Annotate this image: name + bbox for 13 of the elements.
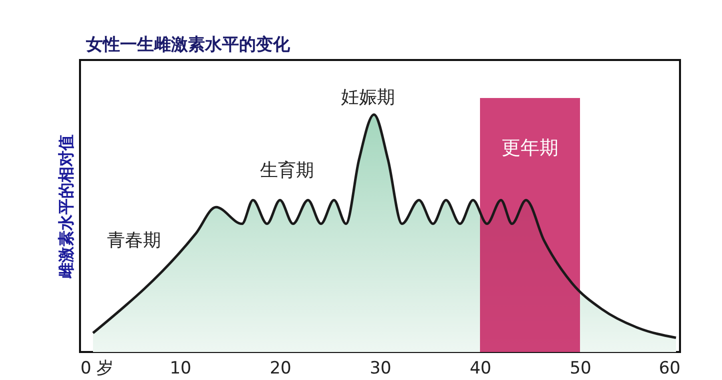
- x-tick-label: 50: [570, 358, 592, 378]
- annotation: 生育期: [260, 160, 314, 181]
- chart-title: 女性一生雌激素水平的变化: [85, 35, 291, 55]
- annotation: 青春期: [107, 230, 161, 252]
- x-tick-label: 20: [270, 358, 292, 378]
- x-tick-label: 60: [658, 358, 680, 378]
- band-label: 更年期: [502, 137, 558, 159]
- x-tick-label: 30: [370, 358, 392, 378]
- y-axis-title: 雌激素水平的相对值: [56, 134, 76, 280]
- text: 妊娠期: [341, 86, 395, 108]
- x-tick-label: 40: [470, 358, 492, 378]
- x-tick-label: 0 岁: [80, 358, 114, 378]
- x-tick-label: 10: [170, 358, 192, 378]
